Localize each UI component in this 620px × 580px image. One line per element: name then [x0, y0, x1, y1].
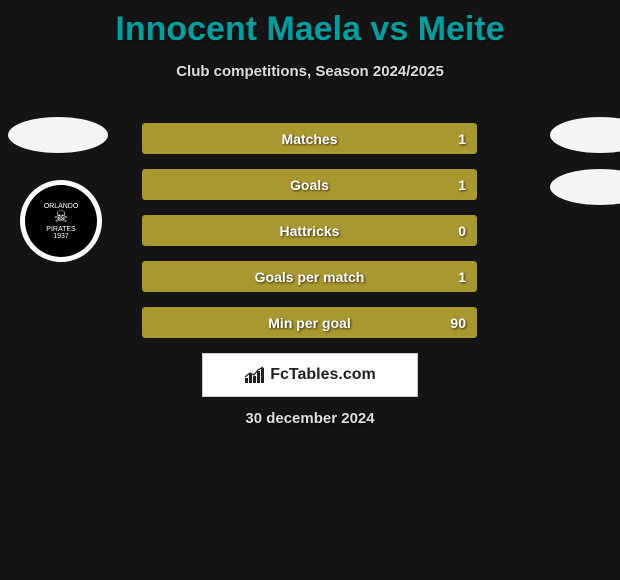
player-right-avatar — [550, 117, 620, 153]
club-logo-inner: ORLANDO ☠ PIRATES 1937 — [25, 185, 97, 257]
stats-container: Matches 1 Goals 1 Hattricks 0 Goals per … — [142, 123, 477, 353]
stat-row-hattricks: Hattricks 0 — [142, 215, 477, 246]
stat-row-min-per-goal: Min per goal 90 — [142, 307, 477, 338]
bar-chart-icon — [244, 366, 266, 384]
brand-box[interactable]: FcTables.com — [202, 353, 418, 397]
player-right-avatar-2 — [550, 169, 620, 205]
brand-text: FcTables.com — [270, 366, 376, 384]
stat-value-right: 90 — [450, 315, 466, 331]
stat-row-goals-per-match: Goals per match 1 — [142, 261, 477, 292]
page-title: Innocent Maela vs Meite — [0, 0, 620, 49]
club-logo: ORLANDO ☠ PIRATES 1937 — [20, 180, 102, 262]
logo-bottom-text: PIRATES — [46, 226, 75, 233]
date-text: 30 december 2024 — [0, 410, 620, 427]
stat-row-matches: Matches 1 — [142, 123, 477, 154]
stat-fill-left — [143, 124, 300, 153]
stat-value-right: 1 — [458, 269, 466, 285]
stat-value-right: 1 — [458, 131, 466, 147]
stat-value-right: 0 — [458, 223, 466, 239]
stat-label: Goals per match — [255, 269, 365, 285]
stat-label: Matches — [281, 131, 337, 147]
subtitle: Club competitions, Season 2024/2025 — [0, 63, 620, 80]
skull-icon: ☠ — [54, 210, 68, 226]
stat-row-goals: Goals 1 — [142, 169, 477, 200]
player-left-avatar — [8, 117, 108, 153]
stat-value-right: 1 — [458, 177, 466, 193]
stat-label: Goals — [290, 177, 329, 193]
stat-fill-left — [143, 170, 300, 199]
stat-label: Hattricks — [280, 223, 340, 239]
stat-label: Min per goal — [268, 315, 350, 331]
logo-year: 1937 — [53, 233, 69, 240]
